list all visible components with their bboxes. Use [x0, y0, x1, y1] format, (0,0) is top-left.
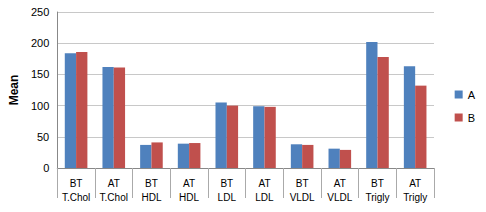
svg-text:150: 150 [31, 68, 49, 80]
svg-text:200: 200 [31, 37, 49, 49]
svg-text:B: B [468, 112, 475, 124]
svg-text:T.Chol: T.Chol [62, 192, 90, 203]
svg-text:VLDL: VLDL [290, 192, 315, 203]
svg-text:A: A [468, 89, 476, 101]
svg-text:AT: AT [409, 178, 421, 189]
svg-text:Mean: Mean [7, 75, 21, 106]
svg-text:BT: BT [70, 178, 83, 189]
svg-text:LDL: LDL [218, 192, 237, 203]
svg-text:100: 100 [31, 100, 49, 112]
svg-text:T.Chol: T.Chol [100, 192, 128, 203]
svg-text:AT: AT [108, 178, 120, 189]
svg-text:HDL: HDL [141, 192, 161, 203]
svg-text:BT: BT [371, 178, 384, 189]
svg-text:LDL: LDL [255, 192, 274, 203]
svg-text:AT: AT [258, 178, 270, 189]
svg-text:VLDL: VLDL [327, 192, 352, 203]
svg-text:AT: AT [183, 178, 195, 189]
svg-text:250: 250 [31, 6, 49, 18]
svg-text:50: 50 [37, 131, 49, 143]
svg-text:Trigly: Trigly [365, 192, 389, 203]
svg-text:BT: BT [296, 178, 309, 189]
svg-text:Trigly: Trigly [403, 192, 427, 203]
svg-text:BT: BT [220, 178, 233, 189]
svg-text:0: 0 [43, 162, 49, 174]
svg-text:BT: BT [145, 178, 158, 189]
svg-text:AT: AT [334, 178, 346, 189]
svg-text:HDL: HDL [179, 192, 199, 203]
